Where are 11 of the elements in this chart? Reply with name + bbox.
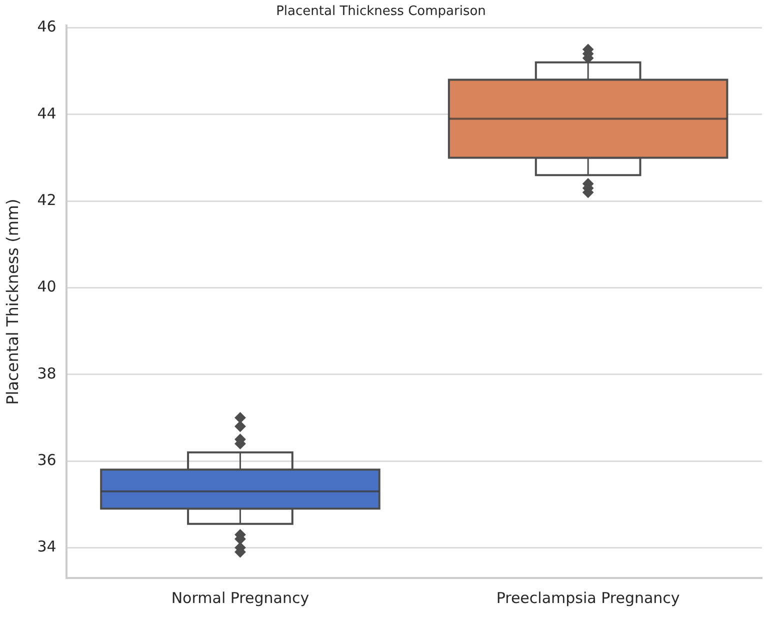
- y-tick-label: 46: [37, 18, 56, 36]
- y-tick-label: 36: [37, 450, 56, 469]
- y-tick-label: 38: [37, 364, 56, 382]
- y-tick-label: 34: [37, 538, 56, 556]
- chart-title: Placental Thickness Comparison: [276, 4, 486, 20]
- y-axis-title: Placental Thickness (mm): [2, 198, 22, 405]
- y-tick-label: 44: [37, 104, 56, 122]
- y-tick-label: 42: [37, 190, 56, 209]
- x-tick-label: Preeclampsia Pregnancy: [496, 588, 680, 607]
- x-tick-label: Normal Pregnancy: [171, 588, 310, 607]
- y-tick-label: 40: [37, 278, 56, 296]
